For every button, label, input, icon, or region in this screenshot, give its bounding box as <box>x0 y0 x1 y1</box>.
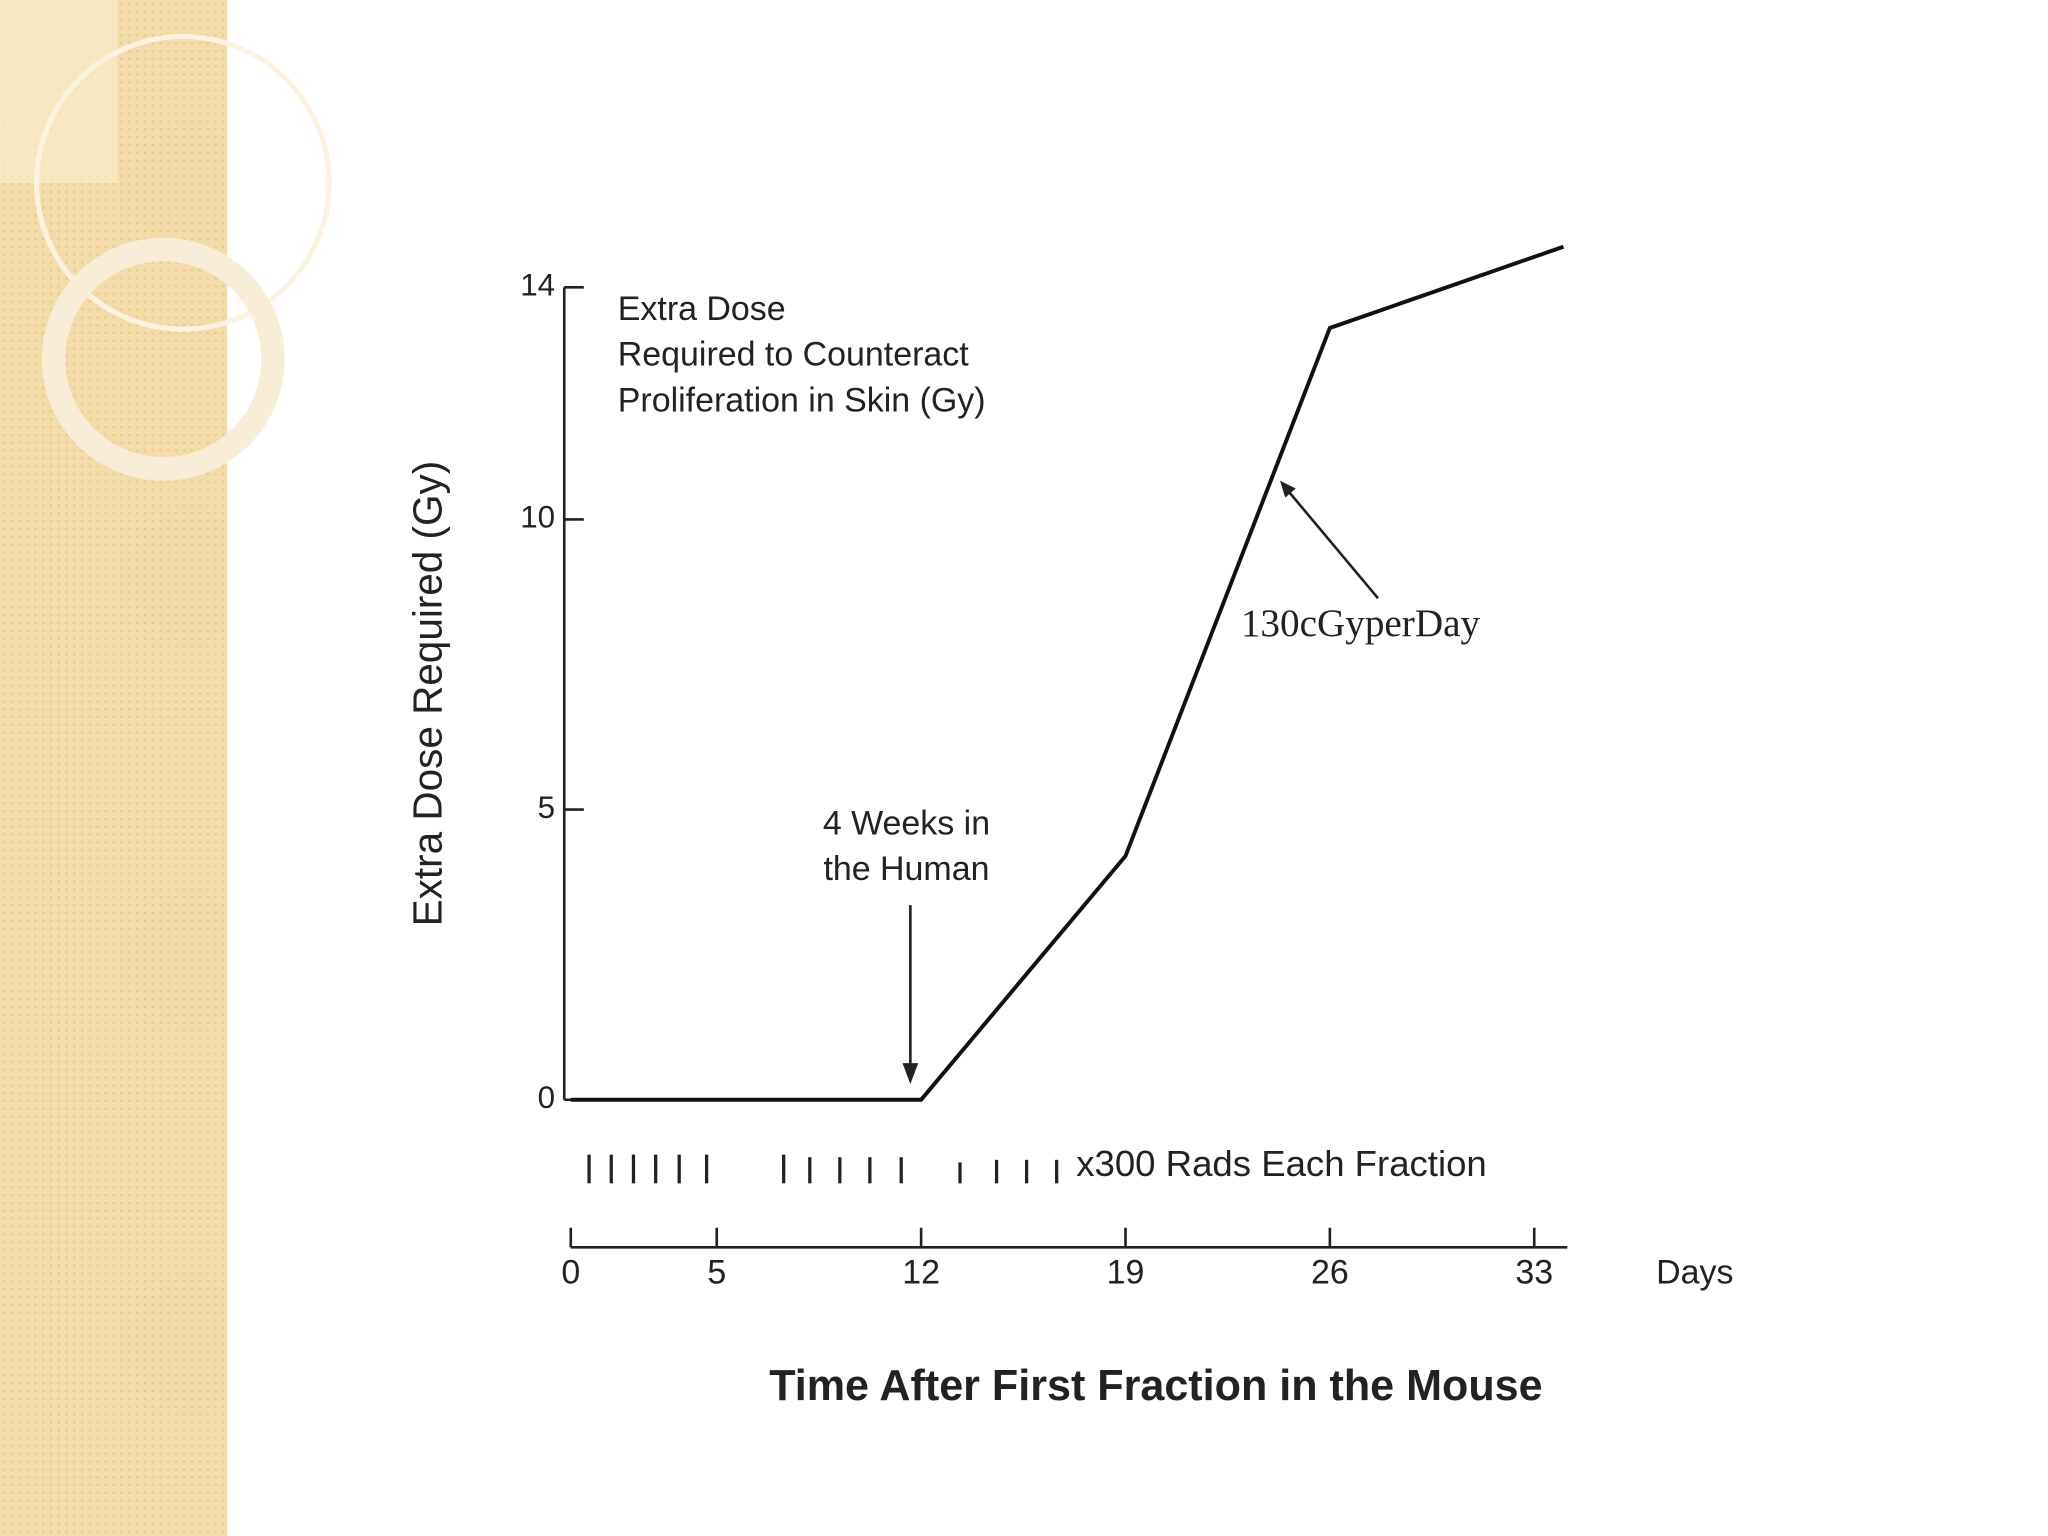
annotation: Required to Counteract <box>618 336 969 374</box>
y-tick-label: 14 <box>520 268 555 303</box>
fraction-label: x300 Rads Each Fraction <box>1076 1143 1487 1184</box>
data-line <box>570 244 1565 1102</box>
x-axis-label: Time After First Fraction in the Mouse <box>769 1362 1542 1410</box>
annotation: Extra Dose <box>618 290 786 328</box>
side-band <box>0 0 228 1536</box>
annotation: 4 Weeks in <box>823 804 990 842</box>
x-tick-label: 33 <box>1515 1254 1553 1292</box>
annotation: the Human <box>823 850 989 888</box>
x-unit: Days <box>1656 1254 1733 1292</box>
annotation: Proliferation in Skin (Gy) <box>618 381 986 419</box>
y-tick-label: 5 <box>538 790 555 825</box>
y-tick-label: 10 <box>520 500 555 535</box>
decor-ring <box>41 237 285 481</box>
decor-circle <box>33 33 332 332</box>
x-tick-label: 5 <box>707 1254 726 1292</box>
x-tick-label: 26 <box>1311 1254 1349 1292</box>
arrow-rate <box>1282 485 1379 600</box>
arrowhead <box>902 1063 919 1085</box>
arrowhead <box>1280 480 1296 498</box>
annotation: 130cGyperDay <box>1241 602 1481 645</box>
x-tick-label: 19 <box>1107 1254 1145 1292</box>
side-panel <box>0 0 118 183</box>
y-axis-label: Extra Dose Required (Gy) <box>405 461 451 927</box>
x-tick-label: 12 <box>902 1254 940 1292</box>
fraction-marks <box>587 1154 1059 1184</box>
x-tick-label: 0 <box>561 1254 580 1292</box>
y-tick-label: 0 <box>538 1080 555 1115</box>
